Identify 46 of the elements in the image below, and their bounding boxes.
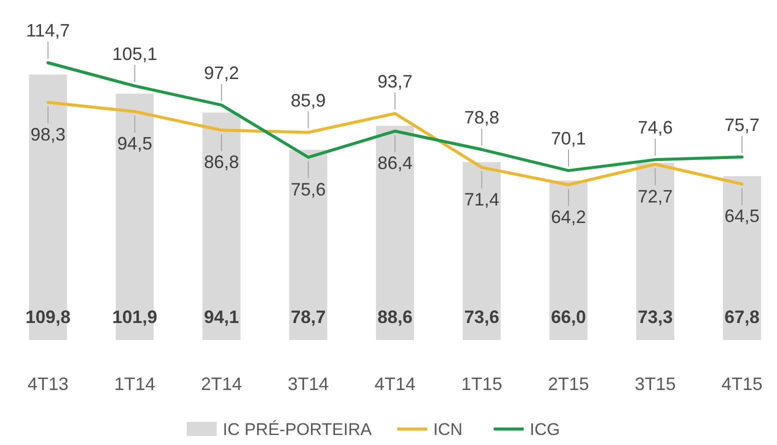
bar xyxy=(289,150,328,340)
x-tick-label: 1T15 xyxy=(461,374,502,394)
data-label: 94,1 xyxy=(204,307,240,327)
bar xyxy=(636,162,674,340)
bar xyxy=(202,112,240,340)
data-label: 109,8 xyxy=(25,307,71,327)
x-tick-label: 3T15 xyxy=(634,374,676,394)
data-label: 74,6 xyxy=(638,118,673,138)
legend-label: IC PRÉ-PORTEIRA xyxy=(222,420,372,439)
data-label: 73,6 xyxy=(464,307,500,327)
bar xyxy=(376,126,414,340)
legend-label: ICN xyxy=(433,420,463,439)
x-tick-label: 1T14 xyxy=(114,374,156,394)
data-label: 93,7 xyxy=(377,72,413,92)
x-tick-label: 2T15 xyxy=(548,374,590,394)
data-label: 114,7 xyxy=(26,20,70,41)
data-label: 101,9 xyxy=(112,307,158,327)
bar xyxy=(550,180,588,340)
data-label: 97,2 xyxy=(204,63,240,84)
data-label: 85,9 xyxy=(290,90,326,110)
bar xyxy=(723,176,761,340)
data-label: 94,5 xyxy=(117,134,152,154)
data-label: 78,8 xyxy=(464,108,500,128)
data-label: 64,2 xyxy=(550,206,586,227)
data-label: 88,6 xyxy=(377,307,413,327)
data-label: 86,4 xyxy=(377,153,413,174)
data-label: 64,5 xyxy=(724,206,760,226)
data-label: 105,1 xyxy=(112,44,158,64)
data-label: 75,6 xyxy=(290,179,326,200)
data-label: 86,8 xyxy=(204,152,240,172)
x-tick-label: 3T14 xyxy=(288,374,329,394)
x-tick-label: 4T14 xyxy=(374,374,416,394)
data-label: 70,1 xyxy=(550,128,586,149)
data-label: 73,3 xyxy=(638,307,673,327)
data-label: 78,7 xyxy=(290,307,326,327)
data-label: 75,7 xyxy=(724,115,760,136)
data-label: 72,7 xyxy=(638,186,673,206)
x-tick-label: 4T15 xyxy=(721,374,763,394)
x-tick-label: 4T13 xyxy=(27,374,69,394)
data-label: 67,8 xyxy=(724,307,760,327)
x-tick-label: 2T14 xyxy=(200,374,242,394)
legend-label: ICG xyxy=(530,420,560,439)
data-label: 66,0 xyxy=(550,307,586,327)
data-label: 98,3 xyxy=(30,124,66,144)
bar xyxy=(462,162,501,340)
data-label: 71,4 xyxy=(464,189,500,210)
